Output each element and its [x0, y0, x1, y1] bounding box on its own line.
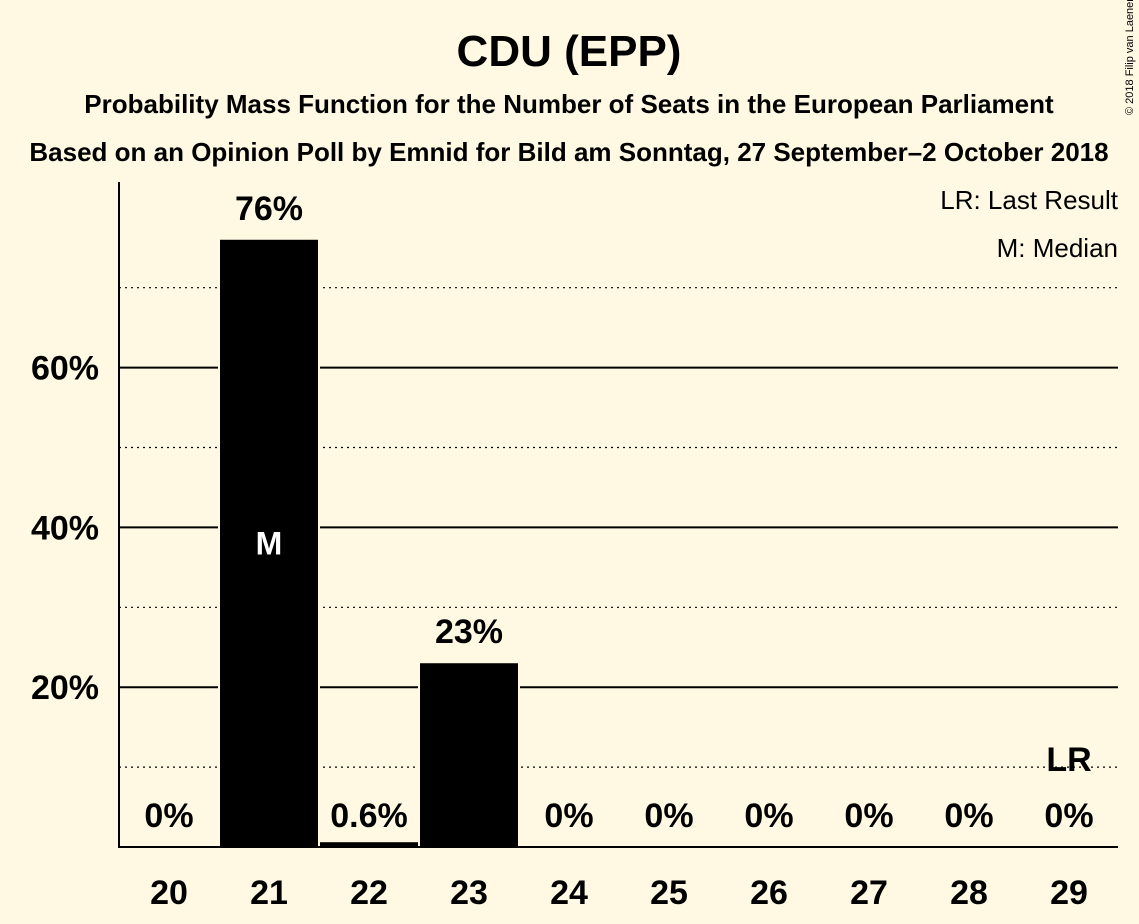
- legend: LR: Last Result M: Median: [940, 185, 1119, 263]
- value-label: 0%: [144, 797, 193, 835]
- chart-subtitle: Probability Mass Function for the Number…: [84, 89, 1054, 119]
- last-result-marker: LR: [1046, 741, 1091, 779]
- value-label: 0%: [544, 797, 593, 835]
- value-label: 0%: [1044, 797, 1093, 835]
- x-tick-label: 21: [250, 874, 288, 912]
- chart-subtitle-poll: Based on an Opinion Poll by Emnid for Bi…: [29, 137, 1108, 167]
- copyright-note: © 2018 Filip van Laenen: [1124, 0, 1136, 115]
- bar: [220, 239, 318, 847]
- legend-median: M: Median: [997, 233, 1118, 263]
- chart-title: CDU (EPP): [457, 27, 682, 76]
- bar: [320, 842, 418, 847]
- labels: 20% 40% 60% 0% 20 76% 21 M 0.6% 22 23% 23 0% 24 0% 25 0%…: [31, 182, 1118, 912]
- median-marker: M: [256, 525, 283, 561]
- value-label: 0%: [744, 797, 793, 835]
- y-tick-label: 20%: [31, 669, 99, 707]
- x-tick-label: 25: [650, 874, 688, 912]
- x-tick-label: 26: [750, 874, 788, 912]
- x-tick-label: 22: [350, 874, 388, 912]
- value-label: 0.6%: [330, 797, 408, 835]
- value-label: 0%: [844, 797, 893, 835]
- value-label: 23%: [435, 613, 503, 651]
- bar: [420, 663, 518, 847]
- value-label: 0%: [944, 797, 993, 835]
- legend-last-result: LR: Last Result: [940, 185, 1119, 215]
- x-tick-label: 24: [550, 874, 588, 912]
- y-tick-label: 40%: [31, 509, 99, 547]
- x-tick-label: 23: [450, 874, 488, 912]
- value-label: 0%: [644, 797, 693, 835]
- x-tick-label: 29: [1050, 874, 1088, 912]
- y-tick-label: 60%: [31, 350, 99, 388]
- value-label: 76%: [235, 190, 303, 228]
- x-tick-label: 20: [150, 874, 188, 912]
- bars: [218, 237, 520, 847]
- x-tick-label: 27: [850, 874, 888, 912]
- x-tick-label: 28: [950, 874, 988, 912]
